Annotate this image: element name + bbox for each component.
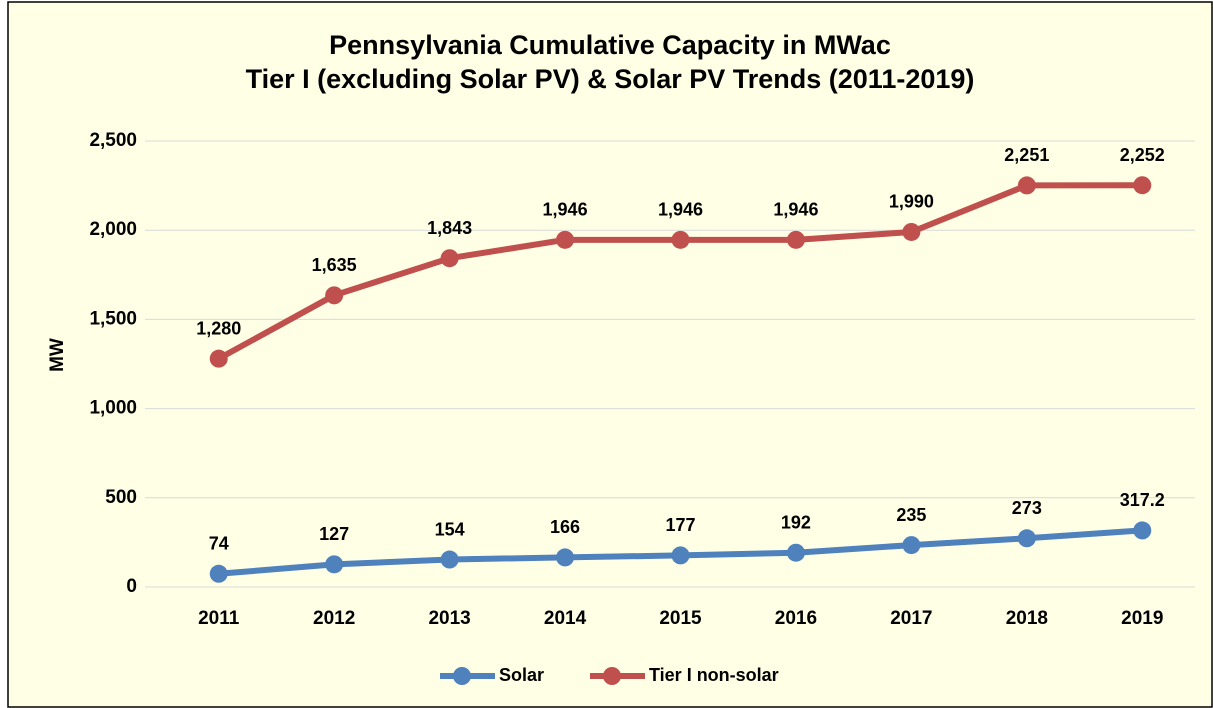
x-tick-label: 2014 bbox=[544, 608, 587, 629]
data-label: 1,946 bbox=[658, 200, 703, 220]
x-tick-label: 2017 bbox=[890, 608, 932, 629]
data-label: 166 bbox=[550, 517, 580, 537]
data-label: 1,990 bbox=[889, 192, 934, 212]
legend-marker bbox=[603, 667, 621, 685]
legend-label: Solar bbox=[499, 665, 544, 685]
x-tick-label: 2011 bbox=[198, 608, 240, 629]
data-point bbox=[1133, 521, 1152, 540]
data-label: 317.2 bbox=[1120, 490, 1165, 510]
x-tick-label: 2013 bbox=[428, 608, 470, 629]
data-point bbox=[209, 349, 228, 368]
data-label: 273 bbox=[1012, 498, 1042, 518]
data-point bbox=[1133, 176, 1152, 195]
x-tick-label: 2012 bbox=[313, 608, 355, 629]
data-point bbox=[786, 543, 805, 562]
legend-marker bbox=[453, 667, 471, 685]
data-label: 127 bbox=[319, 524, 349, 544]
y-axis-label: MW bbox=[47, 338, 68, 372]
data-point bbox=[671, 230, 690, 249]
data-point bbox=[440, 249, 459, 268]
data-point bbox=[1017, 529, 1036, 548]
data-point bbox=[671, 546, 690, 565]
data-point bbox=[902, 536, 921, 555]
data-label: 2,251 bbox=[1004, 145, 1049, 165]
data-label: 192 bbox=[781, 512, 811, 532]
data-point bbox=[209, 564, 228, 583]
data-point bbox=[556, 230, 575, 249]
data-label: 1,946 bbox=[773, 200, 818, 220]
legend-label: Tier I non-solar bbox=[649, 665, 779, 685]
data-point bbox=[325, 286, 344, 305]
data-point bbox=[786, 230, 805, 249]
x-tick-label: 2019 bbox=[1121, 608, 1163, 629]
x-tick-label: 2018 bbox=[1006, 608, 1048, 629]
y-tick-label: 2,000 bbox=[89, 219, 137, 240]
data-label: 1,843 bbox=[427, 218, 472, 238]
data-point bbox=[325, 555, 344, 574]
chart-title: Pennsylvania Cumulative Capacity in MWac bbox=[329, 30, 891, 60]
data-point bbox=[556, 548, 575, 567]
data-label: 2,252 bbox=[1120, 145, 1165, 165]
y-tick-label: 500 bbox=[105, 487, 137, 508]
data-label: 1,280 bbox=[196, 318, 241, 338]
y-tick-label: 1,500 bbox=[89, 308, 137, 329]
chart-frame bbox=[7, 1, 1213, 708]
y-tick-label: 2,500 bbox=[89, 130, 137, 151]
data-label: 1,635 bbox=[312, 255, 357, 275]
data-label: 154 bbox=[435, 519, 465, 539]
data-label: 177 bbox=[665, 515, 695, 535]
x-tick-label: 2016 bbox=[775, 608, 817, 629]
y-tick-label: 0 bbox=[126, 576, 137, 597]
data-point bbox=[1017, 176, 1036, 195]
y-tick-label: 1,000 bbox=[89, 398, 137, 419]
x-tick-label: 2015 bbox=[659, 608, 702, 629]
data-point bbox=[440, 550, 459, 569]
data-label: 1,946 bbox=[543, 200, 588, 220]
data-label: 74 bbox=[209, 534, 229, 554]
data-point bbox=[902, 222, 921, 241]
data-label: 235 bbox=[896, 505, 926, 525]
chart-subtitle: Tier I (excluding Solar PV) & Solar PV T… bbox=[246, 64, 975, 94]
